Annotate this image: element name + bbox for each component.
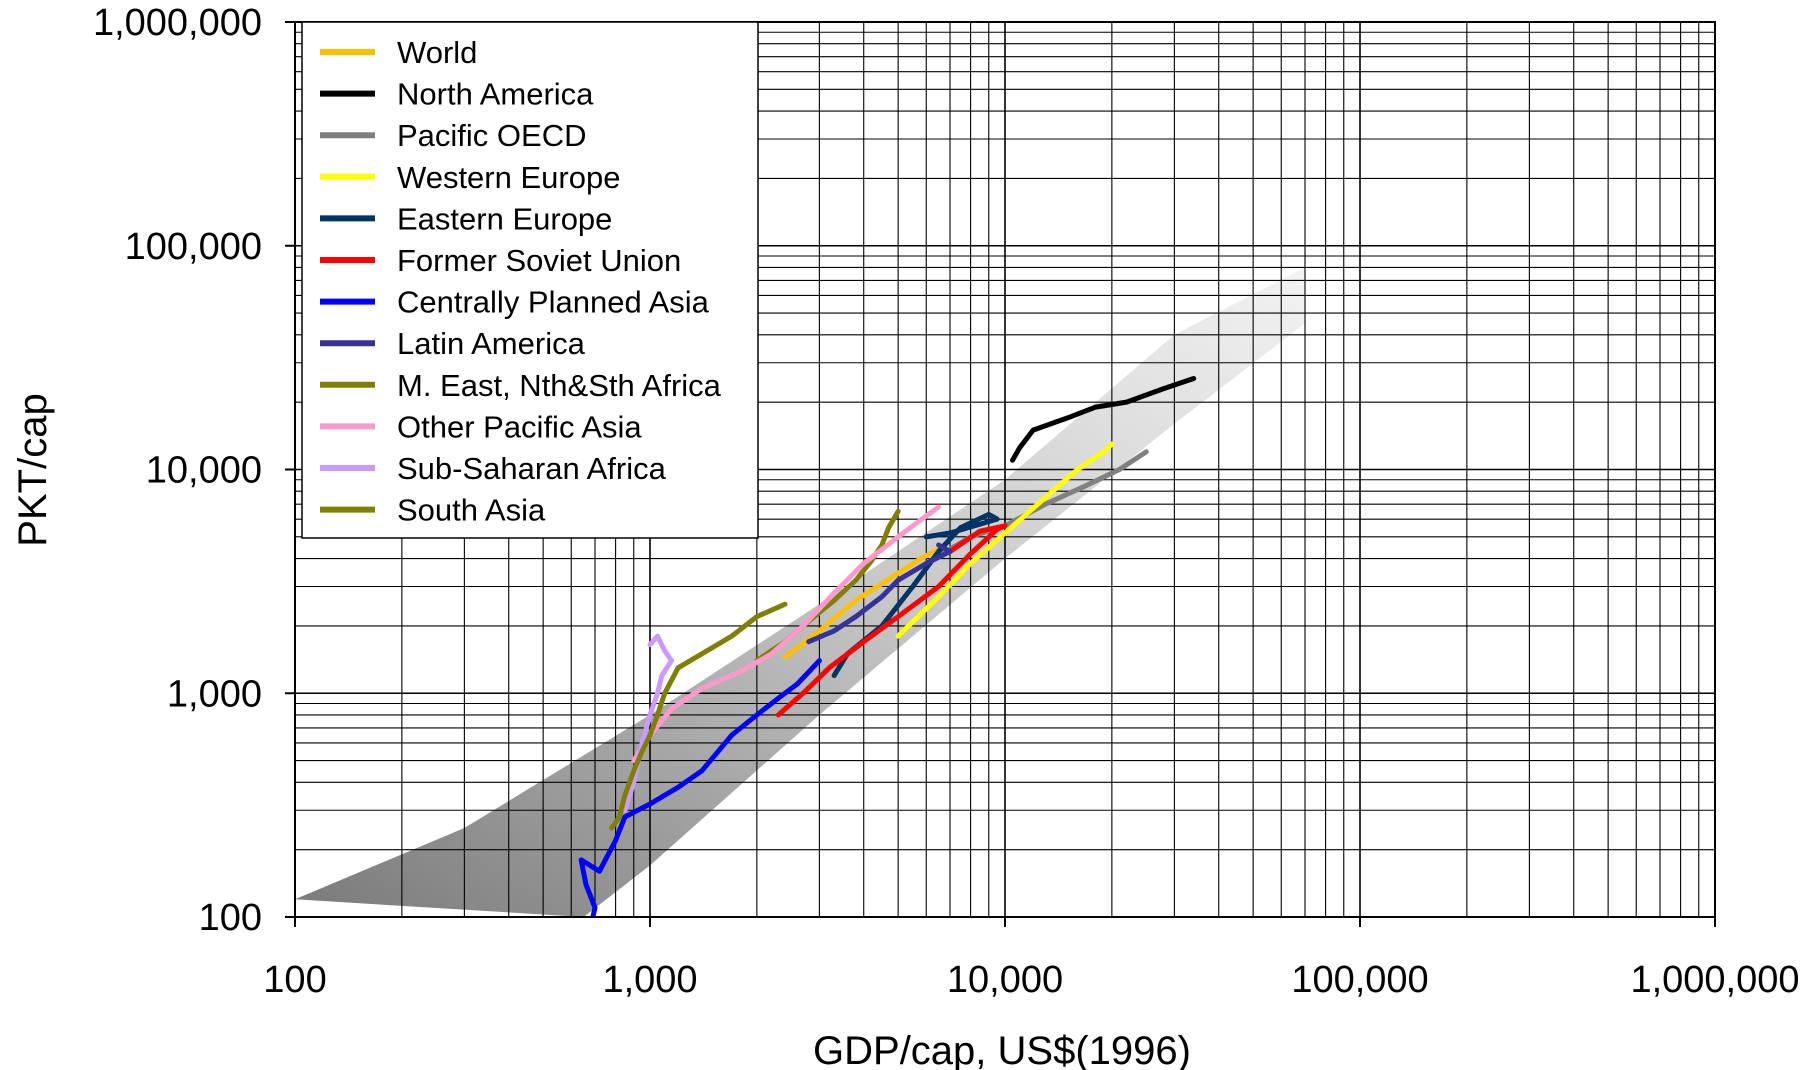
series-line (806, 542, 953, 645)
legend-label: Former Soviet Union (397, 243, 681, 278)
legend-label: Latin America (397, 326, 586, 361)
legend-label: North America (397, 77, 594, 112)
x-axis-ticks: 100 1,000 10,000 100,000 1,000,000 (263, 917, 1800, 1001)
legend-label: Centrally Planned Asia (397, 285, 710, 320)
y-tick-label: 1,000 (167, 673, 262, 715)
x-tick-label: 100 (263, 959, 326, 1001)
legend: World North America Pacific OECD Western Eu… (301, 21, 759, 539)
x-tick-label: 1,000,000 (1630, 959, 1799, 1001)
y-tick-label: 100,000 (125, 226, 262, 268)
series-line (782, 546, 942, 660)
y-axis-title: PKT/cap (11, 393, 55, 546)
legend-label: South Asia (397, 493, 546, 528)
y-tick-label: 10,000 (146, 450, 262, 492)
y-tick-label: 100 (199, 897, 262, 939)
series-line (1010, 376, 1197, 463)
series-line (578, 658, 822, 917)
x-tick-label: 100,000 (1291, 959, 1428, 1001)
legend-label: Other Pacific Asia (397, 409, 642, 444)
x-tick-label: 10,000 (947, 959, 1063, 1001)
y-tick-label: 1,000,000 (93, 2, 262, 44)
series-line (775, 523, 1008, 718)
x-tick-label: 1,000 (602, 959, 697, 1001)
x-axis-title: GDP/cap, US$(1996) (813, 1029, 1191, 1070)
series-line (609, 601, 788, 831)
legend-label: Western Europe (397, 160, 620, 195)
legend-box (301, 21, 759, 539)
series-line (895, 441, 1115, 639)
legend-label: Pacific OECD (397, 118, 586, 153)
legend-label: Eastern Europe (397, 201, 612, 236)
legend-label: Sub-Saharan Africa (397, 451, 667, 486)
series-line (631, 504, 942, 764)
legend-label: M. East, Nth&Sth Africa (397, 368, 722, 403)
legend-label: World (397, 35, 477, 70)
trend-band (295, 267, 1305, 917)
series-lines (578, 376, 1197, 917)
y-axis-ticks: 100 1,000 10,000 100,000 1,000,000 (93, 2, 295, 939)
